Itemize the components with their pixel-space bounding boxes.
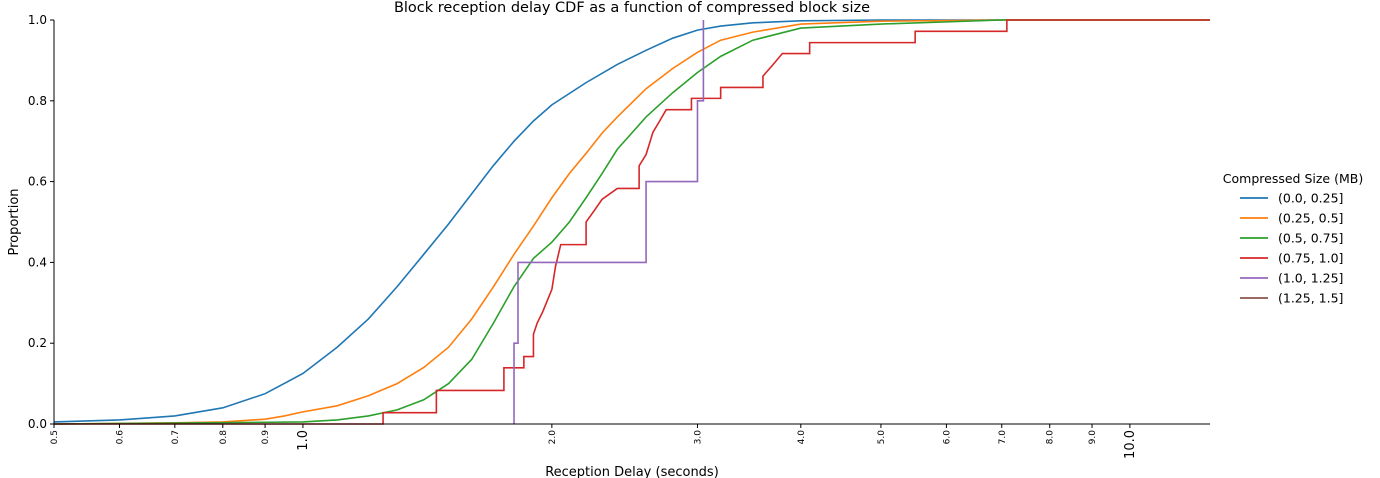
x-tick-label: 8.0 [1046, 430, 1056, 445]
x-tick-label: 10.0 [1123, 430, 1138, 459]
x-tick-label: 2.0 [548, 430, 558, 445]
x-tick-label: 5.0 [877, 430, 887, 445]
x-tick-label: 9.0 [1088, 430, 1098, 445]
legend-label: (0.0, 0.25] [1278, 191, 1343, 206]
y-ticks: 0.0 0.2 0.4 0.6 0.8 1.0 [28, 13, 54, 431]
x-ticks: 0.5 0.6 0.7 0.8 0.9 1.0 2.0 3.0 4.0 5.0 6.0 7.0 8.0 9… [50, 424, 1138, 459]
series-line-4 [54, 19, 1210, 425]
y-tick-label: 0.8 [28, 94, 47, 108]
series-line-3 [53, 19, 1210, 425]
series-line-1 [53, 19, 1210, 423]
x-tick-label: 0.8 [219, 430, 229, 445]
y-axis-label: Proportion [7, 188, 22, 255]
x-tick-label: 3.0 [693, 430, 703, 445]
legend-title: Compressed Size (MB) [1223, 171, 1363, 186]
series-line-2 [53, 19, 1210, 425]
y-tick-label: 1.0 [28, 13, 47, 27]
y-tick-label: 0.0 [28, 417, 47, 431]
legend-label: (1.25, 1.5] [1278, 291, 1343, 306]
legend-label: (0.25, 0.5] [1278, 211, 1343, 226]
y-tick-label: 0.4 [28, 255, 47, 269]
x-axis-label: Reception Delay (seconds) [545, 465, 719, 478]
axes-layer [53, 20, 1210, 425]
x-tick-label: 4.0 [797, 430, 807, 445]
legend-label: (0.75, 1.0] [1278, 251, 1343, 266]
y-tick-label: 0.6 [28, 175, 47, 189]
x-tick-label: 0.6 [115, 430, 125, 445]
x-tick-label: 0.5 [50, 430, 60, 444]
legend: Compressed Size (MB) (0.0, 0.25] (0.25, 0… [1223, 171, 1363, 306]
legend-items: (0.0, 0.25] (0.25, 0.5] (0.5, 0.75] (0.75, … [1240, 191, 1343, 306]
legend-label: (0.5, 0.75] [1278, 231, 1343, 246]
x-tick-label: 0.9 [261, 430, 271, 445]
x-tick-label: 1.0 [296, 430, 311, 451]
legend-label: (1.0, 1.25] [1278, 271, 1343, 286]
series-layer [53, 19, 1210, 425]
series-line-5 [513, 20, 705, 424]
x-tick-label: 0.7 [171, 430, 181, 444]
y-tick-label: 0.2 [28, 336, 47, 350]
x-tick-label: 7.0 [998, 430, 1008, 445]
x-tick-label: 6.0 [942, 430, 952, 445]
chart-title: Block reception delay CDF as a function … [394, 0, 870, 16]
